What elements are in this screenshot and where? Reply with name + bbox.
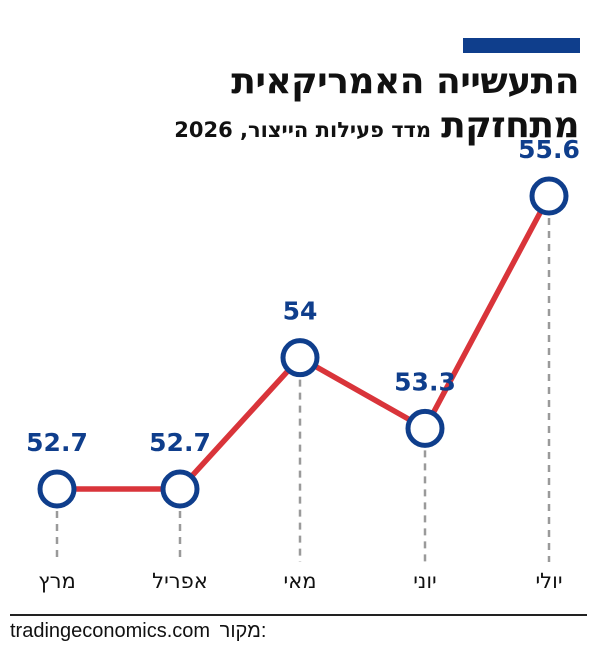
data-label: 52.7 [26,428,88,457]
chart-subtitle: מדד פעילות הייצור, 2026 [174,118,432,142]
accent-bar [463,38,580,53]
chart-title: התעשייה האמריקאית מתחזקת מדד פעילות הייצו… [174,60,579,152]
source-credit: tradingeconomics.com מקור: [10,620,266,643]
source-label: מקור: [219,620,267,642]
title-line-2: מתחזקת [441,105,579,146]
data-label: 55.6 [518,135,580,164]
title-line-1: התעשייה האמריקאית [231,61,579,102]
data-point [160,469,200,509]
data-point [405,408,445,448]
data-point [280,338,320,378]
data-label: 54 [283,297,318,326]
data-label: 52.7 [149,428,211,457]
x-tick-label: אפריל [152,569,208,593]
source-value: tradingeconomics.com [10,620,211,642]
data-label: 53.3 [394,367,456,396]
x-tick-label: יוני [413,569,437,593]
x-tick-label: יולי [535,569,562,593]
source-divider [10,614,587,616]
data-point [37,469,77,509]
x-tick-label: מרץ [38,569,75,593]
line-chart: 52.7 52.7 54 53.3 55.6 מרץ אפריל מאי יוני יולי [26,135,580,593]
x-tick-label: מאי [284,569,317,593]
data-point [529,176,569,216]
